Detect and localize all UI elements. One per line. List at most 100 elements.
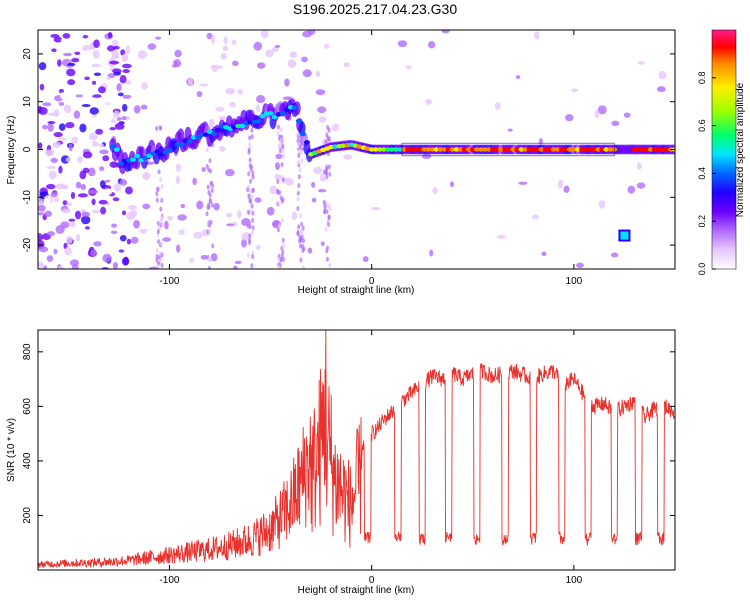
noise-speckle [571,88,579,93]
tone-core [303,140,310,145]
noise-speckle [362,256,369,263]
tone-halo [298,121,306,136]
noise-speckle [276,188,280,194]
noise-speckle [62,200,68,206]
noise-speckle [251,174,255,180]
noise-speckle [274,173,282,181]
noise-speckle [311,257,317,262]
noise-speckle [318,116,327,123]
noise-speckle [102,253,112,263]
tone-core [134,153,141,159]
noise-speckle [397,40,408,48]
noise-speckle [300,228,304,234]
noise-speckle [137,50,148,59]
noise-speckle [125,45,131,54]
noise-speckle [557,179,564,189]
noise-speckle [225,169,235,177]
noise-speckle [251,254,255,260]
noise-speckle [269,185,278,195]
noise-speckle [73,110,81,119]
noise-speckle [107,31,113,39]
noise-speckle [82,167,90,174]
noise-speckle [297,159,301,165]
noise-speckle [277,253,281,259]
noise-speckle [218,116,227,120]
noise-speckle [106,45,116,52]
noise-speckle [222,45,229,52]
noise-speckle [81,211,91,218]
noise-speckle [251,187,255,193]
noise-speckle [117,92,124,97]
noise-speckle [110,118,116,124]
noise-speckle [122,69,131,74]
noise-speckle [200,262,208,268]
noise-speckle [53,131,63,138]
noise-speckle [273,220,279,227]
noise-speckle [81,201,91,206]
noise-speckle [207,256,211,262]
noise-speckle [58,101,65,106]
noise-speckle [200,254,208,260]
noise-speckle [111,49,119,58]
noise-speckle [99,166,105,172]
noise-speckle [91,198,96,206]
noise-speckle [594,109,600,119]
noise-speckle [248,142,252,148]
colorbar-tick-label: 0.4 [697,167,707,180]
noise-speckle [109,161,118,168]
noise-speckle [266,206,275,216]
noise-speckle [74,210,82,220]
noise-speckle [278,148,282,154]
noise-speckle [53,109,60,117]
noise-speckle [52,141,61,148]
noise-speckle [70,192,76,200]
noise-speckle [277,264,281,269]
noise-speckle [647,120,653,130]
bottom-x-tick-label: -100 [159,575,179,586]
noise-speckle [253,41,263,51]
tone-core [109,144,116,149]
chart-title: S196.2025.217.04.23.G30 [292,1,458,17]
colorbar: 0.0 0.2 0.4 0.6 0.8 Normalized spectral ampl… [697,29,746,275]
noise-speckle [42,153,47,158]
noise-speckle [174,49,182,58]
noise-speckle [46,79,52,88]
noise-speckle [82,151,93,159]
noise-speckle [248,163,252,169]
noise-speckle [157,239,161,245]
noise-speckle [315,89,326,96]
top-y-tick-label: 0 [22,146,33,152]
noise-speckle [299,237,303,243]
noise-speckle [246,252,250,258]
noise-speckle [494,102,501,110]
noise-speckle [207,202,211,208]
noise-speckle [158,125,162,131]
noise-speckle [51,48,57,53]
noise-speckle [370,206,381,211]
noise-speckle [208,158,212,164]
noise-speckle [281,177,285,183]
noise-speckle [247,147,251,153]
tone-core [178,142,185,147]
noise-speckle [328,262,332,268]
noise-speckle [250,263,254,269]
noise-speckle [296,205,300,211]
noise-speckle [311,181,316,188]
noise-speckle [156,220,160,226]
tone-core [279,110,286,116]
noise-speckle [425,98,433,105]
noise-speckle [276,124,280,130]
noise-speckle [428,40,436,49]
noise-speckle [121,240,127,249]
noise-speckle [213,202,220,211]
noise-speckle [271,47,279,53]
noise-speckle [125,80,132,85]
noise-speckle [122,94,132,99]
noise-speckle [274,162,280,170]
noise-speckle [297,141,301,147]
noise-speckle [64,246,72,256]
noise-speckle [280,253,284,259]
noise-speckle [471,253,479,260]
tone-core [202,132,209,137]
